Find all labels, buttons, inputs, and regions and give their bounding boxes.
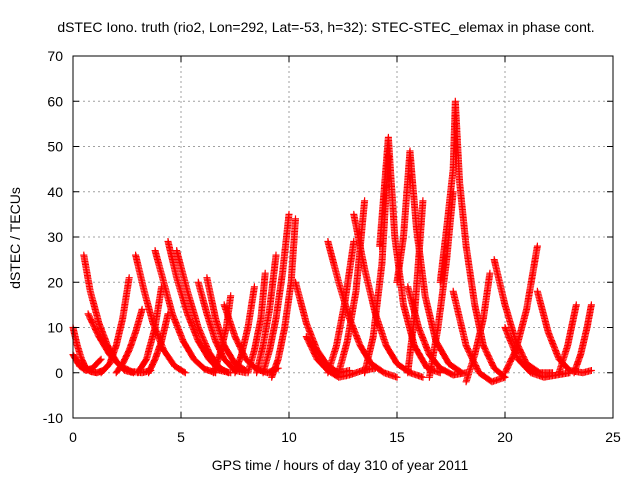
data-series (253, 251, 280, 377)
series-markers (151, 247, 220, 377)
data-series (259, 210, 293, 377)
series-markers (533, 287, 595, 377)
x-tick-label: 20 (497, 429, 513, 445)
data-series (436, 97, 509, 381)
series-markers (324, 238, 358, 377)
y-tick-label: 10 (47, 320, 63, 336)
y-tick-label: -10 (43, 410, 63, 426)
data-series (449, 287, 509, 386)
series-markers (112, 305, 146, 377)
data-series (268, 215, 299, 381)
y-tick-label: 30 (47, 229, 63, 245)
data-series (244, 269, 269, 377)
data-series (555, 301, 580, 377)
x-tick-label: 5 (177, 429, 185, 445)
y-tick-label: 40 (47, 184, 63, 200)
data-series (462, 269, 494, 386)
series-markers (231, 283, 258, 377)
y-axis-title: dSTEC / TECUs (7, 187, 23, 289)
y-tick-label: 60 (47, 93, 63, 109)
x-tick-label: 10 (281, 429, 297, 445)
y-tick-label: 50 (47, 139, 63, 155)
series-markers (462, 269, 494, 386)
series-markers (555, 301, 580, 377)
series-markers (134, 283, 166, 377)
y-tick-label: 20 (47, 274, 63, 290)
data-series (570, 301, 595, 377)
series-markers (97, 274, 133, 377)
data-series (231, 283, 258, 377)
data-series (151, 247, 220, 377)
series-markers (570, 301, 595, 377)
data-series (145, 310, 172, 377)
data-series (134, 283, 166, 377)
axis-ticks: 0 5 10 15 20 25 -10 0 10 20 30 40 50 60 70 (43, 48, 621, 445)
series-markers (501, 242, 541, 377)
data-points (69, 97, 595, 386)
series-markers (268, 215, 299, 381)
data-series (501, 242, 541, 377)
x-tick-label: 0 (69, 429, 77, 445)
series-markers (244, 269, 269, 377)
data-series (97, 274, 133, 377)
data-series (490, 256, 556, 377)
data-series (324, 238, 358, 377)
data-series (112, 305, 146, 377)
y-tick-label: 0 (55, 365, 63, 381)
series-markers (501, 324, 574, 381)
x-tick-label: 15 (389, 429, 405, 445)
data-series (533, 287, 595, 377)
chart-title: dSTEC Iono. truth (rio2, Lon=292, Lat=-5… (57, 19, 594, 35)
series-markers (259, 210, 293, 377)
series-markers (490, 256, 556, 377)
series-markers (449, 287, 509, 386)
y-tick-label: 70 (47, 48, 63, 64)
series-markers (436, 97, 509, 381)
x-axis-title: GPS time / hours of day 310 of year 2011 (212, 457, 469, 473)
data-series (501, 324, 574, 381)
series-markers (253, 251, 280, 377)
series-markers (145, 310, 172, 377)
x-tick-label: 25 (605, 429, 621, 445)
